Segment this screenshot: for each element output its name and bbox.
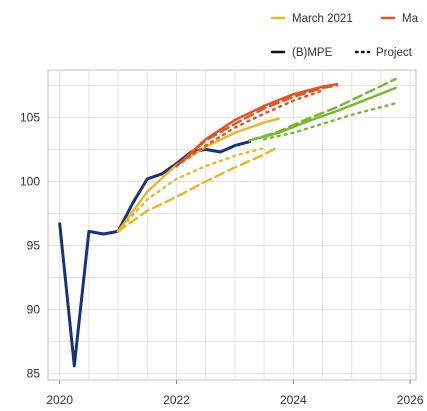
x-tick-label: 2024 bbox=[280, 393, 307, 407]
series-line-4 bbox=[116, 146, 266, 233]
y-tick-label: 85 bbox=[27, 367, 41, 381]
series-line-7 bbox=[175, 89, 324, 168]
legend-label: (B)MPE bbox=[292, 47, 333, 59]
legend-label: Project bbox=[376, 47, 413, 59]
series-line-1 bbox=[58, 140, 251, 368]
y-tick-label: 90 bbox=[27, 303, 41, 317]
legend-label: March 2021 bbox=[292, 13, 353, 25]
series-line-9 bbox=[248, 77, 397, 142]
legend-item: March 2021 bbox=[270, 13, 353, 25]
y-tick-label: 100 bbox=[20, 174, 40, 188]
plot-area bbox=[47, 69, 417, 381]
y-tick-label: 105 bbox=[20, 110, 40, 124]
series-layer bbox=[58, 77, 397, 368]
legend: March 2021 Ma (B)MPE Project bbox=[270, 13, 419, 59]
legend-item: Ma bbox=[380, 13, 419, 25]
y-tick-label: 95 bbox=[27, 238, 41, 252]
x-tick-label: 2022 bbox=[163, 393, 190, 407]
series-line-8 bbox=[248, 86, 397, 142]
grid bbox=[47, 69, 417, 381]
tick-labels: 2020 2022 2024 2026 85 90 95 100 105 bbox=[20, 110, 424, 407]
x-tick-label: 2020 bbox=[46, 393, 73, 407]
series-line-5 bbox=[175, 82, 339, 168]
legend-label: Ma bbox=[402, 13, 419, 25]
x-tick-label: 2026 bbox=[397, 393, 424, 407]
legend-item: (B)MPE bbox=[270, 47, 333, 59]
series-line-6 bbox=[175, 84, 339, 168]
legend-item: Project bbox=[354, 47, 413, 59]
series-line-3 bbox=[116, 145, 280, 233]
